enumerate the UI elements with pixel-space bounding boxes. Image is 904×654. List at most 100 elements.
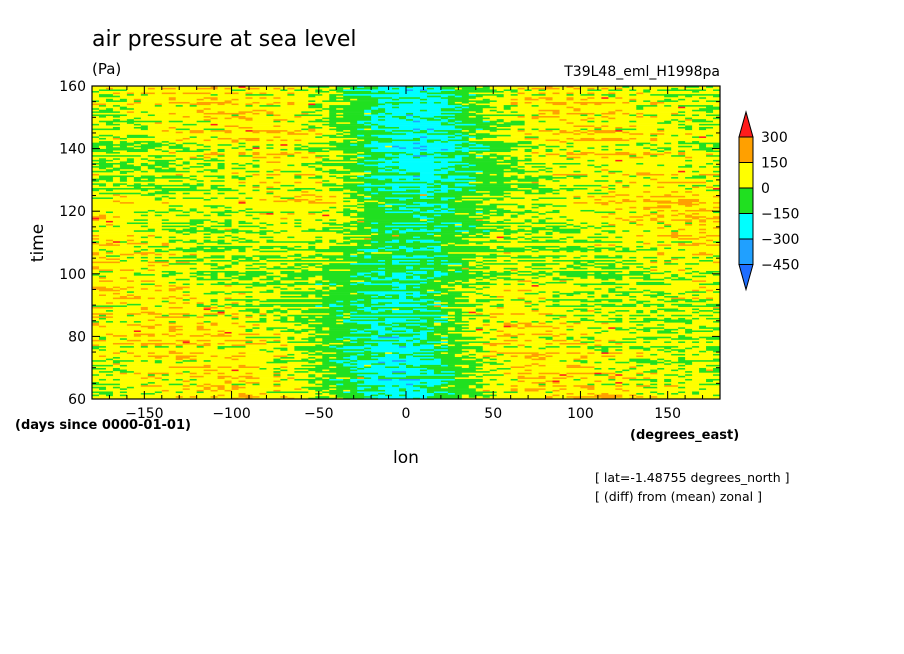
heatmap-cell [524,312,539,315]
heatmap-cell [105,223,114,226]
heatmap-cell [580,339,595,342]
heatmap-cell [622,261,651,264]
heatmap-cell [657,292,672,295]
heatmap-cell [643,208,651,210]
heatmap-cell [315,265,407,268]
heatmap-cell [154,381,225,384]
heatmap-cell [692,341,700,343]
heatmap-cell [636,317,644,320]
heatmap-cell [468,295,491,298]
heatmap-row [92,386,721,389]
heatmap-cell [643,348,651,351]
heatmap-cell [440,244,449,246]
heatmap-cell [580,309,588,312]
heatmap-cell [503,193,616,196]
heatmap-cell [406,375,470,378]
heatmap-cell [161,214,177,217]
heatmap-cell [392,262,421,265]
heatmap-cell [322,373,358,376]
heatmap-cell [573,267,588,270]
heatmap-cell [217,212,225,215]
heatmap-cell [175,228,184,231]
heatmap-cell [315,366,330,368]
heatmap-cell [643,372,651,375]
heatmap-cell [699,325,707,328]
heatmap-cell [426,270,435,273]
heatmap-cell [133,291,184,293]
heatmap-cell [608,168,721,171]
heatmap-cell [629,220,637,223]
heatmap-cell [615,287,630,290]
heatmap-cell [475,389,484,392]
heatmap-cell [112,391,121,394]
heatmap-cell [273,328,288,331]
heatmap-cell [657,348,665,351]
heatmap-cell [440,206,449,209]
heatmap-cell [294,175,302,178]
heatmap-cell [699,244,707,246]
heatmap-cell [678,305,721,307]
heatmap-cell [524,380,546,383]
heatmap-cell [643,301,721,304]
heatmap-cell [594,384,616,387]
heatmap-cell [357,341,365,343]
heatmap-cell [399,394,407,397]
heatmap-cell [203,314,218,317]
heatmap-cell [678,244,700,246]
heatmap-cell [643,386,658,389]
heatmap-cell [287,308,302,311]
heatmap-cell [692,363,721,365]
heatmap-cell [517,161,721,163]
heatmap-cell [92,193,114,196]
heatmap-cell [161,256,170,259]
heatmap-cell [92,239,107,242]
heatmap-cell [378,178,386,181]
heatmap-cell [671,270,693,273]
heatmap-cell [105,161,121,163]
heatmap-cell [426,320,435,323]
heatmap-cell [524,206,532,209]
heatmap-cell [140,383,149,386]
heatmap-cell [461,317,470,320]
heatmap-cell [273,278,281,281]
heatmap-cell [357,377,365,379]
heatmap-cell [287,369,309,372]
heatmap-cell [147,261,170,264]
heatmap-cell [210,276,218,279]
heatmap-cell [133,295,142,298]
heatmap-cell [629,383,637,386]
heatmap-cell [252,184,260,187]
heatmap-cell [294,184,323,187]
heatmap-cell [552,384,567,387]
heatmap-cell [385,248,400,251]
heatmap-cell [426,201,484,204]
heatmap-cell [329,179,344,182]
heatmap-cell [650,172,721,174]
heatmap-cell [168,306,184,309]
heatmap-cell [196,328,212,331]
heatmap-cell [357,175,365,178]
heatmap-cell [196,273,218,276]
heatmap-cell [92,272,135,275]
heatmap-cell [601,392,609,395]
heatmap-cell [92,172,121,174]
heatmap-cell [175,240,184,243]
heatmap-cell [657,226,665,229]
heatmap-cell [154,168,177,171]
heatmap-cell [140,287,149,290]
heatmap-cell [671,383,700,386]
heatmap-cell [594,250,602,253]
heatmap-cell [559,317,581,320]
heatmap-cell [406,292,414,295]
heatmap-cell [266,223,274,226]
heatmap-cell [322,226,344,229]
heatmap-cell [196,186,212,189]
heatmap-cell [594,165,602,168]
heatmap-cell [524,250,532,253]
heatmap-cell [252,295,281,298]
heatmap-cell [98,388,107,390]
heatmap-cell [287,317,295,320]
heatmap-cell [713,209,721,212]
heatmap-cell [161,242,170,245]
heatmap-cell [189,214,205,217]
